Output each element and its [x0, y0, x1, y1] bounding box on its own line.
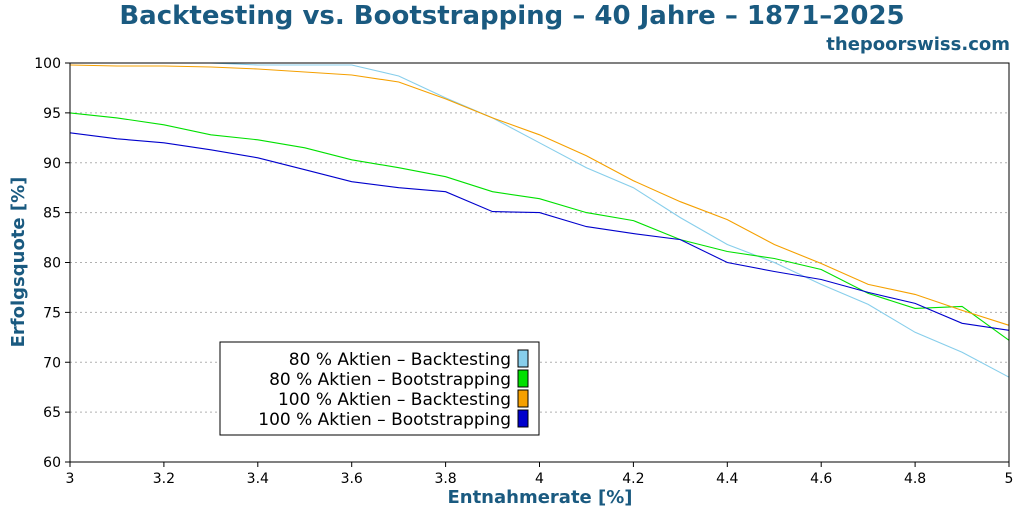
series-lines — [69, 62, 1010, 378]
x-tick-label: 4.6 — [810, 471, 832, 487]
x-axis-ticks: 3 3.2 3.4 3.6 3.8 4 4.2 4.4 4.6 4.8 5 — [66, 462, 1014, 487]
legend-label: 80 % Aktien – Backtesting — [289, 350, 511, 370]
legend-swatch — [517, 349, 529, 368]
legend-swatch — [517, 409, 529, 428]
y-axis-label: Erfolgsquote [%] — [8, 177, 29, 348]
y-tick-label: 60 — [43, 455, 61, 471]
y-tick-label: 90 — [43, 156, 61, 172]
legend-label: 100 % Aktien – Bootstrapping — [258, 410, 511, 430]
y-tick-label: 100 — [34, 56, 61, 72]
x-tick-label: 3.2 — [153, 471, 175, 487]
y-tick-label: 85 — [43, 206, 61, 222]
series-line-3 — [69, 64, 1010, 326]
x-tick-label: 3 — [66, 471, 75, 487]
x-tick-label: 4.4 — [716, 471, 738, 487]
x-tick-label: 3.4 — [247, 471, 269, 487]
y-tick-label: 70 — [43, 355, 61, 371]
x-tick-label: 3.6 — [341, 471, 363, 487]
y-tick-label: 75 — [43, 305, 61, 321]
legend-label: 100 % Aktien – Backtesting — [278, 390, 511, 410]
y-tick-label: 80 — [43, 256, 61, 272]
brand-label: thepoorswiss.com — [826, 34, 1010, 55]
series-line-1 — [70, 62, 1010, 378]
legend-label: 80 % Aktien – Bootstrapping — [269, 370, 511, 390]
x-tick-label: 3.8 — [434, 471, 456, 487]
legend-swatch — [517, 389, 529, 408]
x-tick-label: 4.8 — [904, 471, 926, 487]
x-tick-label: 5 — [1005, 471, 1014, 487]
chart-title: Backtesting vs. Bootstrapping – 40 Jahre… — [119, 1, 905, 31]
legend-swatch — [517, 369, 529, 388]
y-tick-label: 95 — [43, 106, 61, 122]
series-line-2 — [69, 112, 1010, 341]
x-axis-label: Entnahmerate [%] — [447, 487, 632, 508]
series-line-4 — [69, 132, 1010, 331]
y-axis-ticks: 60 65 70 75 80 85 90 95 100 — [34, 56, 70, 471]
x-tick-label: 4.2 — [622, 471, 644, 487]
x-tick-label: 4 — [535, 471, 544, 487]
y-tick-label: 65 — [43, 405, 61, 421]
legend-box — [219, 341, 540, 436]
